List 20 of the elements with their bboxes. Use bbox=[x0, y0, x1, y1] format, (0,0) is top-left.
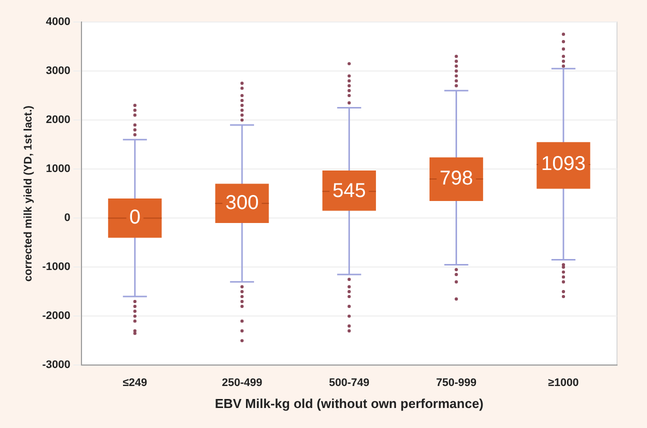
text: 545 bbox=[332, 180, 366, 202]
text: 0 bbox=[129, 206, 140, 229]
x-tick-label: ≥1000 bbox=[548, 376, 579, 389]
x-tick-label: 750-999 bbox=[436, 376, 476, 389]
y-tick-label: 1000 bbox=[46, 163, 70, 176]
y-tick-label: 3000 bbox=[46, 65, 70, 78]
y-tick-label: 2000 bbox=[46, 114, 70, 126]
text: 300 bbox=[225, 192, 259, 214]
y-tick-label: -2000 bbox=[42, 310, 70, 322]
x-tick-label: ≤249 bbox=[122, 376, 148, 389]
x-tick-label: 500-749 bbox=[328, 376, 370, 389]
y-tick-label: 4000 bbox=[46, 16, 70, 28]
x-tick-label: 250-499 bbox=[222, 376, 262, 389]
x-axis-title: EBV Milk-kg old (without own performance) bbox=[214, 396, 484, 411]
y-axis-title: corrected milk yield (YD, 1st lact.) bbox=[22, 105, 35, 282]
y-tick-label: -3000 bbox=[42, 359, 70, 372]
y-tick-label: 0 bbox=[64, 212, 70, 224]
text: 1093 bbox=[541, 153, 586, 176]
y-tick-label: -1000 bbox=[42, 261, 70, 274]
text: 798 bbox=[440, 168, 473, 190]
